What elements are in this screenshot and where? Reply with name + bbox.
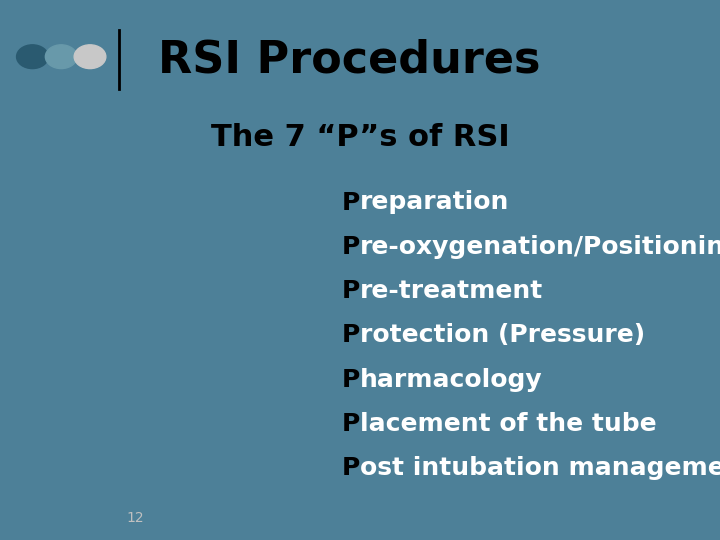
Text: lacement of the tube: lacement of the tube [360, 412, 657, 436]
Text: RSI Procedures: RSI Procedures [158, 39, 541, 82]
Text: P: P [342, 456, 360, 480]
Text: P: P [342, 323, 360, 347]
Text: re-treatment: re-treatment [360, 279, 544, 303]
Text: P: P [342, 279, 360, 303]
Text: P: P [342, 235, 360, 259]
Text: P: P [342, 412, 360, 436]
Text: P: P [342, 191, 360, 214]
Text: 12: 12 [126, 511, 143, 525]
Text: re-oxygenation/Positioning: re-oxygenation/Positioning [360, 235, 720, 259]
Text: ost intubation management: ost intubation management [360, 456, 720, 480]
Circle shape [45, 45, 77, 69]
Text: rotection (Pressure): rotection (Pressure) [360, 323, 645, 347]
Text: harmacology: harmacology [360, 368, 543, 392]
Text: reparation: reparation [360, 191, 509, 214]
Circle shape [17, 45, 48, 69]
Text: The 7 “P”s of RSI: The 7 “P”s of RSI [211, 123, 509, 152]
Circle shape [74, 45, 106, 69]
Text: P: P [342, 368, 360, 392]
